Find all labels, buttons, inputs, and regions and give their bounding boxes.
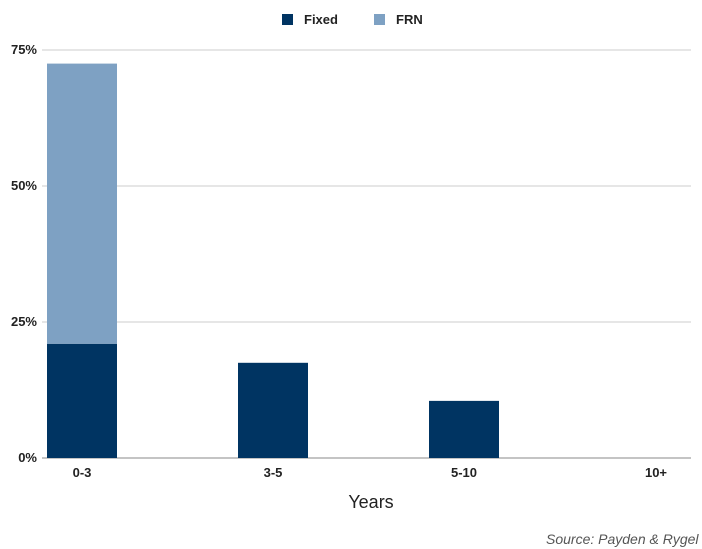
bars	[47, 63, 499, 458]
source-note: Source: Payden & Rygel	[546, 531, 699, 547]
y-tick-label: 25%	[11, 314, 37, 329]
x-tick-labels: 0-3 3-5 5-10 10+	[73, 465, 668, 480]
x-axis-title: Years	[348, 492, 393, 512]
legend-swatch-frn	[374, 14, 385, 25]
legend-swatch-fixed	[282, 14, 293, 25]
y-tick-label: 75%	[11, 42, 37, 57]
bar-fixed-3-5	[238, 362, 308, 458]
legend-label-fixed: Fixed	[304, 12, 338, 27]
x-tick-label: 0-3	[73, 465, 92, 480]
y-tick-label: 0%	[18, 450, 37, 465]
bar-frn-0-3	[47, 63, 117, 344]
bar-fixed-0-3	[47, 343, 117, 458]
legend-label-frn: FRN	[396, 12, 423, 27]
gridlines	[42, 49, 691, 459]
bar-fixed-5-10	[429, 400, 499, 458]
y-tick-label: 50%	[11, 178, 37, 193]
x-tick-label: 5-10	[451, 465, 477, 480]
y-tick-labels: 0% 25% 50% 75%	[11, 42, 37, 465]
legend: Fixed FRN	[282, 12, 423, 27]
x-tick-label: 3-5	[264, 465, 283, 480]
x-tick-label: 10+	[645, 465, 667, 480]
